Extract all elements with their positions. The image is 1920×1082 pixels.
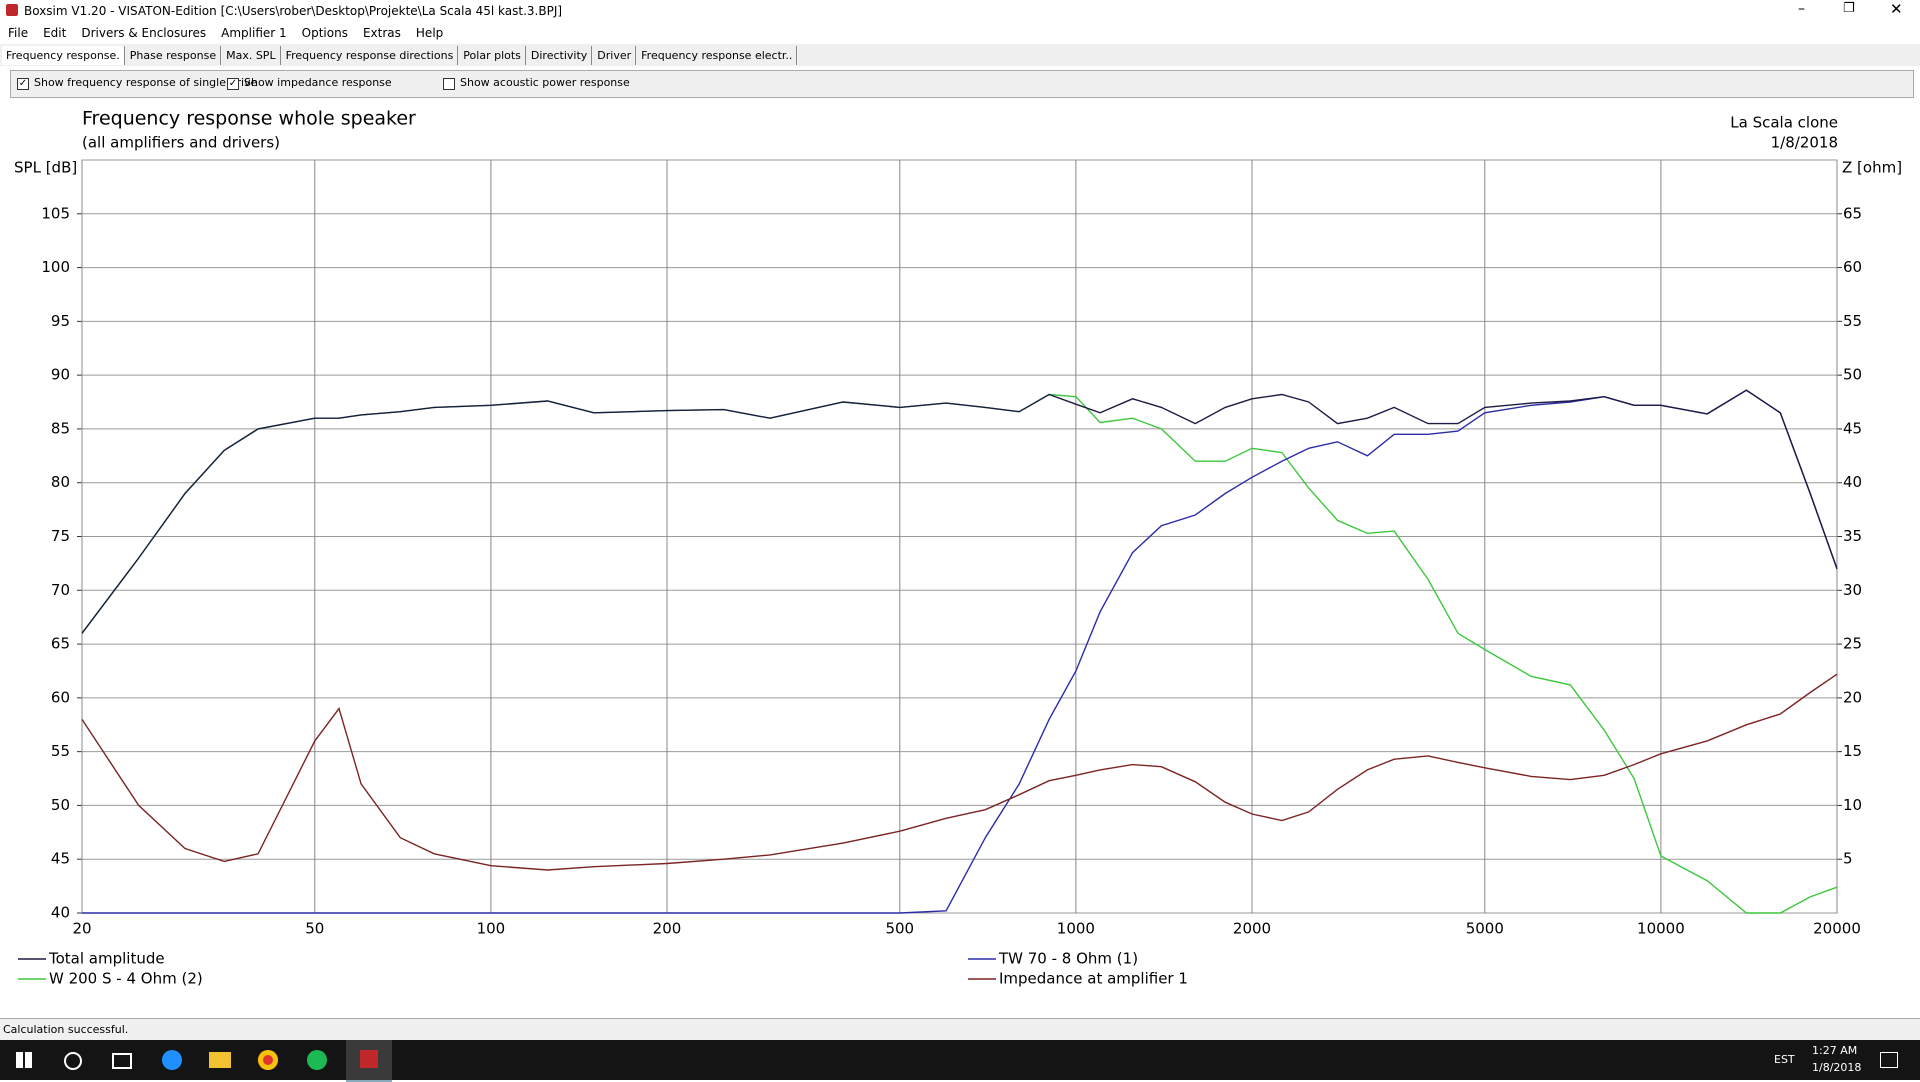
y-tick-label: 40 — [51, 904, 70, 922]
notifications[interactable] — [1880, 1052, 1898, 1068]
y2-tick-label: 15 — [1843, 742, 1862, 760]
checkbox-label[interactable]: Show acoustic power response — [460, 76, 630, 89]
y2-tick-label: 55 — [1843, 312, 1862, 330]
tab[interactable]: Polar plots — [459, 46, 526, 65]
y2-tick-label: 20 — [1843, 688, 1862, 706]
y2-tick-label: 60 — [1843, 258, 1862, 276]
y-tick-label: 95 — [51, 312, 70, 330]
tab[interactable]: Max. SPL — [222, 46, 281, 65]
y-tick-label: 70 — [51, 581, 70, 599]
y2-tick-label: 45 — [1843, 419, 1862, 437]
legend-label: Impedance at amplifier 1 — [999, 970, 1188, 988]
tab[interactable]: Directivity — [527, 46, 593, 65]
y-tick-label: 55 — [51, 742, 70, 760]
x-tick-label: 100 — [477, 920, 506, 938]
y-tick-label: 100 — [41, 258, 70, 276]
chart-subtitle: (all amplifiers and drivers) — [82, 134, 280, 152]
task-view[interactable] — [112, 1053, 132, 1069]
tab[interactable]: Frequency response. — [2, 46, 125, 65]
y2-tick-label: 65 — [1843, 204, 1862, 222]
search-button[interactable] — [64, 1052, 82, 1070]
checkbox[interactable] — [443, 78, 455, 90]
boxsim-taskbar-button[interactable] — [346, 1040, 392, 1082]
explorer-icon[interactable] — [209, 1052, 231, 1068]
options-bar: ✓ Show frequency response of single drive… — [10, 70, 1914, 98]
taskbar: EST 1:27 AM 1/8/2018 — [0, 1040, 1920, 1082]
title-bar: Boxsim V1.20 - VISATON-Edition [C:\Users… — [0, 0, 1920, 22]
y-tick-label: 65 — [51, 635, 70, 653]
y-tick-label: 50 — [51, 796, 70, 814]
x-tick-label: 200 — [653, 920, 682, 938]
checkbox[interactable]: ✓ — [17, 78, 29, 90]
menu-item[interactable]: Options — [301, 26, 348, 40]
y2-tick-label: 10 — [1843, 796, 1862, 814]
y-tick-label: 85 — [51, 419, 70, 437]
x-tick-label: 20000 — [1813, 920, 1861, 938]
tab[interactable]: Frequency response directions — [282, 46, 459, 65]
series-line — [81, 673, 1838, 871]
y-tick-label: 75 — [51, 527, 70, 545]
y-tick-label: 45 — [51, 850, 70, 868]
legend-label: Total amplitude — [48, 950, 165, 968]
y2-tick-label: 35 — [1843, 527, 1862, 545]
series-line — [81, 393, 1838, 914]
language: EST — [1774, 1053, 1795, 1066]
y2-tick-label: 40 — [1843, 473, 1862, 491]
y2-axis-label: Z [ohm] — [1842, 159, 1902, 177]
menu-item[interactable]: File — [8, 26, 29, 40]
annotation: La Scala clone — [1730, 114, 1838, 132]
window-title: Boxsim V1.20 - VISATON-Edition [C:\Users… — [24, 4, 563, 18]
chrome-icon[interactable] — [258, 1050, 278, 1070]
close-button[interactable]: ✕ — [1890, 0, 1903, 18]
chart-title: Frequency response whole speaker — [82, 108, 416, 130]
y-tick-label: 80 — [51, 473, 70, 491]
menu-bar: File Edit Drivers & Enclosures Amplifier 1 O… — [0, 22, 1920, 44]
tab[interactable]: Phase response — [126, 46, 222, 65]
menu-item[interactable]: Drivers & Enclosures — [81, 26, 207, 40]
x-tick-label: 2000 — [1233, 920, 1271, 938]
y-tick-label: 90 — [51, 366, 70, 384]
tab[interactable]: Frequency response electr.. — [637, 46, 798, 65]
legend-label: TW 70 - 8 Ohm (1) — [998, 950, 1138, 968]
tab-bar: Frequency response. Phase response Max. SP… — [0, 44, 1920, 66]
menu-item[interactable]: Help — [415, 26, 444, 40]
y-tick-label: 105 — [41, 204, 70, 222]
start-button[interactable] — [16, 1052, 32, 1068]
y2-tick-label: 50 — [1843, 366, 1862, 384]
checkbox[interactable]: ✓ — [227, 78, 239, 90]
edge-icon[interactable] — [162, 1050, 182, 1070]
menu-item[interactable]: Edit — [43, 26, 67, 40]
y2-tick-label: 25 — [1843, 635, 1862, 653]
clock-time: 1:27 AM — [1812, 1044, 1858, 1057]
restore-button[interactable]: ❐ — [1843, 1, 1855, 16]
chart: Frequency response whole speaker (all am… — [14, 108, 1902, 988]
y2-tick-label: 5 — [1843, 850, 1853, 868]
tab[interactable]: Driver — [593, 46, 637, 65]
clock-date: 1/8/2018 — [1812, 1061, 1862, 1074]
legend-label: W 200 S - 4 Ohm (2) — [49, 970, 203, 988]
menu-item[interactable]: Amplifier 1 — [221, 26, 287, 40]
app-icon — [6, 4, 18, 16]
series-line — [82, 389, 1838, 914]
x-tick-label: 5000 — [1466, 920, 1504, 938]
y-tick-label: 60 — [51, 688, 70, 706]
x-tick-label: 1000 — [1057, 920, 1095, 938]
spotify-icon[interactable] — [307, 1050, 327, 1070]
checkbox-label[interactable]: Show impedance response — [244, 76, 392, 89]
x-tick-label: 500 — [885, 920, 914, 938]
minimize-button[interactable]: – — [1798, 1, 1805, 17]
x-tick-label: 20 — [72, 920, 91, 938]
y2-tick-label: 30 — [1843, 581, 1862, 599]
status-bar: Calculation successful. — [0, 1018, 1920, 1041]
x-tick-label: 50 — [305, 920, 324, 938]
annotation: 1/8/2018 — [1771, 134, 1838, 152]
x-tick-label: 10000 — [1637, 920, 1685, 938]
series-line — [81, 389, 1838, 634]
checkbox-label[interactable]: Show frequency response of single drive — [34, 76, 258, 89]
boxsim-icon — [360, 1050, 378, 1068]
status-text: Calculation successful. — [3, 1023, 129, 1036]
y-axis-label: SPL [dB] — [14, 159, 77, 177]
menu-item[interactable]: Extras — [362, 26, 401, 40]
